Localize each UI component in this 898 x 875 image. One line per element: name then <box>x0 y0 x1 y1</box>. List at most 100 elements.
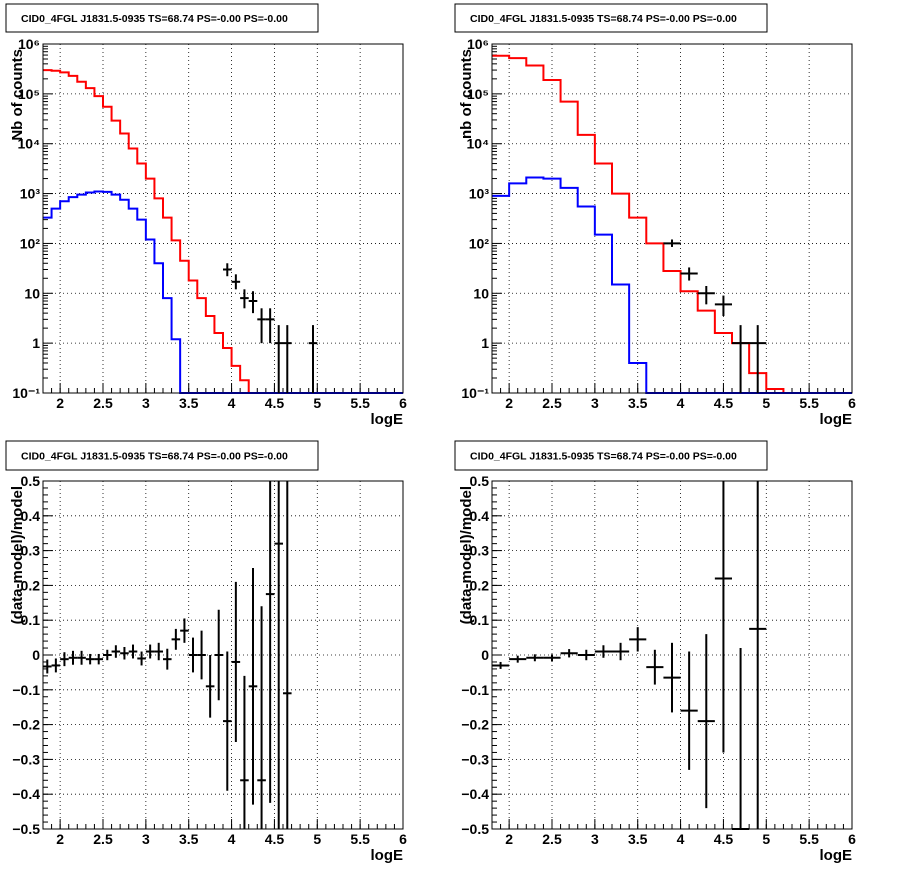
x-tick-label: 3.5 <box>628 831 648 847</box>
residual-point <box>231 581 241 742</box>
residual-point <box>171 628 181 650</box>
residual-point <box>714 481 732 753</box>
y-tick-label: −0.1 <box>12 682 40 698</box>
data-point <box>680 267 698 281</box>
plot-content <box>43 69 403 394</box>
residual-point <box>120 646 129 660</box>
x-tick-label: 6 <box>848 395 856 411</box>
x-tick-label: 5.5 <box>799 831 819 847</box>
y-tick-label: 1 <box>32 335 40 351</box>
x-axis-title: logE <box>820 411 853 428</box>
y-tick-label: 10⁵ <box>467 86 489 102</box>
y-tick-label: 10⁴ <box>467 136 490 152</box>
residual-point <box>163 648 172 670</box>
y-tick-label: 0.1 <box>21 612 41 628</box>
residual-point <box>77 650 86 665</box>
residual-point <box>94 653 103 665</box>
plot-frame <box>42 43 404 394</box>
data-point <box>223 263 232 277</box>
plot-title: CID0_4FGL J1831.5-0935 TS=68.74 PS=-0.00… <box>470 13 737 25</box>
y-tick-label: 0.2 <box>21 577 41 593</box>
x-tick-label: 4 <box>677 395 685 411</box>
y-tick-label: 0.3 <box>470 543 490 559</box>
y-tick-label: 0 <box>481 647 489 663</box>
plot-area <box>492 44 852 393</box>
data-point <box>231 274 241 290</box>
x-axis-title: logE <box>371 847 404 864</box>
residual-point <box>103 649 112 661</box>
y-tick-label: −0.2 <box>461 717 489 733</box>
y-tick-label: 0.5 <box>21 473 41 489</box>
residual-point <box>51 658 61 673</box>
model-source-line <box>43 190 403 394</box>
x-tick-label: 3.5 <box>179 831 199 847</box>
top-right-counts-plot: CID0_4FGL J1831.5-0935 TS=68.74 PS=-0.00… <box>454 3 856 428</box>
y-tick-label: 10⁻¹ <box>12 385 40 401</box>
residual-point <box>197 630 206 680</box>
y-tick-label: −0.2 <box>12 717 40 733</box>
residual-point <box>85 653 95 665</box>
residual-point <box>680 651 698 770</box>
y-tick-label: 0.4 <box>470 508 490 524</box>
y-tick-label: 10⁶ <box>467 36 489 52</box>
x-tick-label: 5 <box>313 395 321 411</box>
x-tick-label: 5 <box>762 395 770 411</box>
title-box <box>5 3 319 33</box>
plot-content <box>492 54 852 394</box>
data-point <box>697 286 715 305</box>
residual-point <box>43 659 52 674</box>
x-tick-label: 5 <box>313 831 321 847</box>
x-tick-label: 2.5 <box>93 395 113 411</box>
x-tick-label: 5.5 <box>350 395 370 411</box>
bottom-right-residuals-plot: CID0_4FGL J1831.5-0935 TS=68.74 PS=-0.00… <box>454 440 856 864</box>
plot-content <box>492 481 767 830</box>
x-tick-label: 4.5 <box>265 395 285 411</box>
y-tick-label: −0.1 <box>461 682 489 698</box>
plot-title: CID0_4FGL J1831.5-0935 TS=68.74 PS=-0.00… <box>21 13 288 25</box>
data-point <box>274 325 283 393</box>
x-tick-label: 3 <box>591 831 599 847</box>
title-box <box>5 440 319 471</box>
title-box <box>454 440 768 471</box>
x-tick-label: 3.5 <box>628 395 648 411</box>
residual-point <box>265 481 275 803</box>
y-tick-label: 10 <box>24 285 40 301</box>
data-point <box>257 308 266 344</box>
y-tick-label: 10² <box>469 235 490 251</box>
data-point <box>265 308 275 344</box>
x-tick-label: 4.5 <box>265 831 285 847</box>
residual-point <box>205 655 215 718</box>
x-tick-label: 4.5 <box>714 395 734 411</box>
y-tick-label: 10⁻¹ <box>461 385 489 401</box>
y-tick-label: −0.5 <box>461 821 489 837</box>
top-left-counts-plot: CID0_4FGL J1831.5-0935 TS=68.74 PS=-0.00… <box>5 3 407 428</box>
y-tick-label: 0.3 <box>21 543 41 559</box>
x-tick-label: 2 <box>56 831 64 847</box>
residual-point <box>663 642 681 713</box>
x-tick-label: 2 <box>505 831 513 847</box>
x-axis-title: logE <box>371 411 404 428</box>
y-tick-label: 10 <box>473 285 489 301</box>
x-tick-label: 3 <box>142 831 150 847</box>
residual-point <box>283 481 292 829</box>
y-axis-title: nb of counts <box>458 49 475 139</box>
x-tick-label: 5 <box>762 831 770 847</box>
data-point <box>240 289 249 309</box>
residual-point <box>492 661 510 669</box>
residual-point <box>646 649 664 685</box>
residual-point <box>180 618 189 643</box>
x-tick-label: 4 <box>677 831 685 847</box>
x-tick-label: 2 <box>505 395 513 411</box>
x-tick-label: 4.5 <box>714 831 734 847</box>
residual-point <box>612 642 630 661</box>
y-tick-label: −0.4 <box>461 786 489 802</box>
plot-title: CID0_4FGL J1831.5-0935 TS=68.74 PS=-0.00… <box>470 451 737 463</box>
x-tick-label: 6 <box>399 395 407 411</box>
y-tick-label: 10⁶ <box>18 36 40 52</box>
plot-frame <box>42 480 404 830</box>
x-tick-label: 5.5 <box>799 395 819 411</box>
x-tick-label: 2.5 <box>542 831 562 847</box>
data-point <box>714 295 732 317</box>
y-tick-label: −0.5 <box>12 821 40 837</box>
